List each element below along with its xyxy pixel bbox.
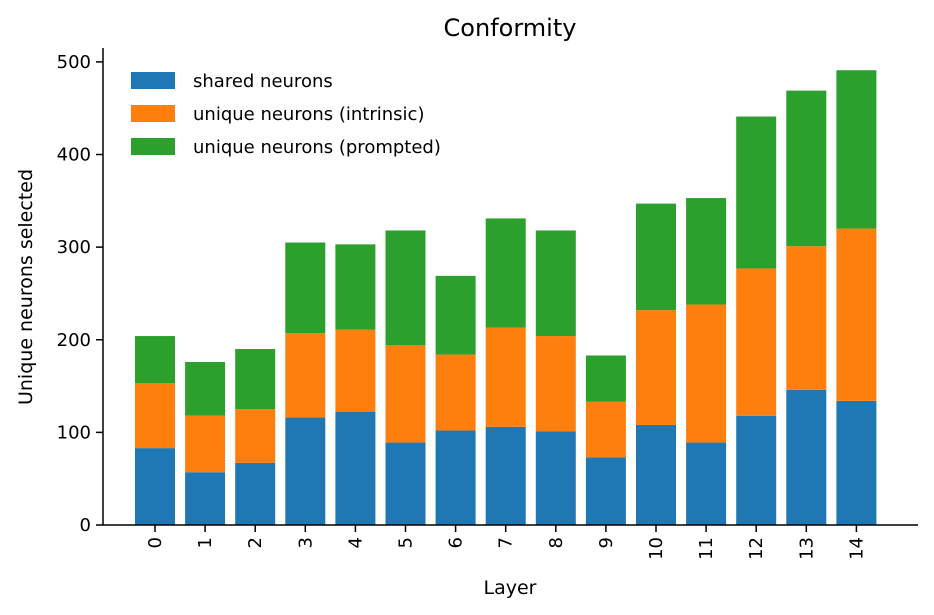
bar-layer-9-series-1 bbox=[585, 401, 626, 458]
bar-layer-6-series-0 bbox=[435, 430, 476, 525]
bar-layer-2-series-2 bbox=[235, 349, 276, 410]
y-tick-label: 100 bbox=[57, 422, 91, 443]
bar-layer-2-series-1 bbox=[235, 409, 276, 463]
bar-layer-9-series-2 bbox=[585, 355, 626, 402]
legend-label: unique neurons (intrinsic) bbox=[193, 104, 424, 125]
bar-layer-3-series-0 bbox=[285, 417, 326, 525]
bar-layer-7-series-1 bbox=[485, 327, 526, 427]
bar-layer-12-series-2 bbox=[736, 116, 777, 269]
bar-layer-1-series-2 bbox=[185, 361, 226, 416]
bar-layer-4-series-0 bbox=[335, 412, 376, 525]
bar-layer-8-series-1 bbox=[535, 336, 576, 432]
bar-layer-11-series-2 bbox=[686, 198, 727, 305]
chart-title: Conformity bbox=[444, 14, 577, 42]
x-ticks-group: 0 1 2 3 4 5 6 7 8 9 10 11 12 13 14 bbox=[145, 525, 867, 560]
bar-layer-7-series-2 bbox=[485, 218, 526, 328]
bar-layer-0-series-2 bbox=[135, 336, 175, 384]
x-tick-label: 1 bbox=[195, 537, 216, 548]
bar-layer-0-series-1 bbox=[135, 383, 175, 449]
x-tick-label: 13 bbox=[796, 537, 817, 560]
bar-layer-14-series-0 bbox=[836, 400, 877, 525]
y-tick-label: 500 bbox=[57, 52, 91, 73]
y-tick-label: 300 bbox=[57, 237, 91, 258]
bar-layer-4-series-1 bbox=[335, 329, 376, 412]
legend-label: unique neurons (prompted) bbox=[193, 137, 441, 158]
y-ticks-group: 0 100 200 300 400 500 bbox=[57, 52, 103, 536]
x-tick-label: 9 bbox=[596, 537, 617, 548]
y-axis-label: Unique neurons selected bbox=[15, 169, 37, 405]
bar-layer-13-series-2 bbox=[786, 90, 827, 247]
x-tick-label: 4 bbox=[345, 537, 366, 548]
bar-layer-11-series-0 bbox=[686, 442, 727, 525]
bar-layer-8-series-0 bbox=[535, 431, 576, 525]
x-tick-label: 3 bbox=[295, 537, 316, 548]
bar-layer-10-series-0 bbox=[636, 424, 676, 525]
legend: shared neurons unique neurons (intrinsic)… bbox=[131, 71, 441, 158]
bar-layer-6-series-2 bbox=[435, 275, 476, 355]
bar-layer-0-series-0 bbox=[135, 448, 175, 525]
x-tick-label: 10 bbox=[646, 537, 667, 560]
bar-layer-10-series-1 bbox=[636, 310, 676, 425]
bar-layer-4-series-2 bbox=[335, 244, 376, 330]
y-tick-label: 0 bbox=[80, 515, 91, 536]
bars-group bbox=[135, 70, 877, 525]
x-axis-label: Layer bbox=[484, 577, 537, 599]
bar-layer-5-series-0 bbox=[385, 442, 426, 525]
bar-layer-1-series-0 bbox=[185, 472, 226, 525]
legend-swatch bbox=[131, 138, 175, 155]
x-tick-label: 14 bbox=[846, 537, 867, 560]
bar-layer-5-series-2 bbox=[385, 230, 426, 346]
legend-label: shared neurons bbox=[193, 71, 333, 92]
bar-layer-13-series-1 bbox=[786, 246, 827, 390]
x-tick-label: 5 bbox=[396, 537, 417, 548]
y-tick-label: 200 bbox=[57, 330, 91, 351]
bar-layer-14-series-2 bbox=[836, 70, 877, 229]
bar-layer-13-series-0 bbox=[786, 389, 827, 525]
bar-layer-2-series-0 bbox=[235, 462, 276, 525]
bar-layer-5-series-1 bbox=[385, 345, 426, 443]
bar-layer-12-series-0 bbox=[736, 415, 777, 525]
bar-layer-7-series-0 bbox=[485, 426, 526, 525]
bar-layer-1-series-1 bbox=[185, 415, 226, 473]
bar-layer-6-series-1 bbox=[435, 354, 476, 431]
bar-layer-8-series-2 bbox=[535, 230, 576, 337]
bar-layer-12-series-1 bbox=[736, 268, 777, 416]
bar-layer-3-series-1 bbox=[285, 333, 326, 418]
x-tick-label: 6 bbox=[446, 537, 467, 548]
x-tick-label: 8 bbox=[546, 537, 567, 548]
bar-layer-9-series-0 bbox=[585, 457, 626, 525]
x-tick-label: 12 bbox=[746, 537, 767, 560]
x-tick-label: 2 bbox=[245, 537, 266, 548]
legend-swatch bbox=[131, 105, 175, 122]
x-tick-label: 0 bbox=[145, 537, 166, 548]
bar-layer-14-series-1 bbox=[836, 228, 877, 401]
bar-layer-11-series-1 bbox=[686, 304, 727, 443]
x-tick-label: 7 bbox=[496, 537, 517, 548]
bar-layer-10-series-2 bbox=[636, 203, 676, 311]
x-tick-label: 11 bbox=[696, 537, 717, 560]
legend-swatch bbox=[131, 72, 175, 89]
y-tick-label: 400 bbox=[57, 145, 91, 166]
bar-layer-3-series-2 bbox=[285, 242, 326, 334]
